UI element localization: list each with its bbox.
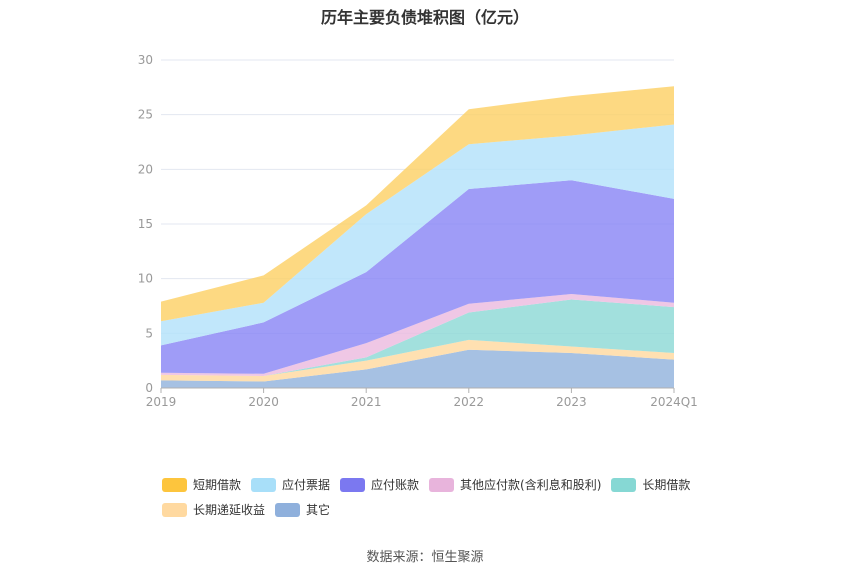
legend-item[interactable]: 短期借款 (162, 476, 241, 493)
legend-item[interactable]: 长期借款 (611, 476, 690, 493)
legend-label: 长期借款 (642, 478, 691, 492)
legend-row: 长期递延收益 其它 (162, 497, 722, 522)
area-series-短期借款[interactable] (161, 86, 674, 322)
legend-item[interactable]: 应付票据 (251, 476, 330, 493)
x-tick-label: 2022 (454, 395, 485, 409)
legend-label: 应付账款 (371, 478, 420, 492)
y-tick-label: 10 (138, 272, 153, 286)
legend-swatch (251, 477, 277, 492)
area-series-应付票据[interactable] (161, 124, 674, 346)
area-series-长期借款[interactable] (161, 299, 674, 376)
legend-swatch (162, 477, 187, 492)
y-tick-label: 15 (138, 217, 153, 231)
legend: 短期借款 应付票据 应付账款 其他应付款(含利息和股利) 长期借款长期递延收益 其它 (162, 472, 722, 522)
legend-label: 长期递延收益 (193, 503, 266, 517)
chart-title: 历年主要负债堆积图（亿元） (320, 8, 529, 27)
legend-swatch (429, 477, 455, 492)
legend-label: 其他应付款(含利息和股利) (460, 478, 602, 492)
y-tick-label: 5 (145, 326, 153, 340)
legend-label: 应付票据 (282, 478, 331, 492)
x-tick-label: 2019 (146, 395, 177, 409)
y-tick-label: 30 (138, 53, 153, 67)
area-series-其它[interactable] (161, 349, 674, 388)
legend-swatch (275, 502, 301, 517)
legend-item[interactable]: 其他应付款(含利息和股利) (429, 476, 601, 493)
legend-swatch (340, 477, 366, 492)
legend-label: 其它 (306, 503, 331, 517)
axes: 0 5 10 15 20 25 30 2019 2020 2021 2022 2023 2024Q1 (138, 53, 698, 409)
source-note: 数据来源：恒生聚源 (366, 550, 484, 565)
legend-item[interactable]: 应付账款 (340, 476, 419, 493)
area-series-应付账款[interactable] (161, 180, 674, 374)
legend-row: 短期借款 应付票据 应付账款 其他应付款(含利息和股利) 长期借款 (162, 472, 722, 497)
area-series-group (161, 86, 674, 388)
x-tick-label: 2021 (351, 395, 382, 409)
x-tick-label: 2024Q1 (650, 395, 698, 409)
legend-label: 短期借款 (193, 478, 242, 492)
y-tick-label: 25 (138, 108, 153, 122)
x-tick-label: 2023 (556, 395, 587, 409)
legend-item[interactable]: 长期递延收益 (162, 501, 265, 518)
legend-item[interactable]: 其它 (275, 501, 330, 518)
y-tick-label: 20 (138, 162, 153, 176)
x-tick-label: 2020 (248, 395, 279, 409)
legend-swatch (611, 477, 637, 492)
stacked-area-chart: 0 5 10 15 20 25 30 2019 2020 2021 2022 2023 2024Q1 (138, 53, 698, 409)
area-series-长期递延收益[interactable] (161, 339, 674, 382)
legend-swatch (162, 502, 187, 517)
area-series-其他应付款(含利息和股利)[interactable] (161, 293, 674, 376)
y-tick-label: 0 (145, 381, 153, 395)
